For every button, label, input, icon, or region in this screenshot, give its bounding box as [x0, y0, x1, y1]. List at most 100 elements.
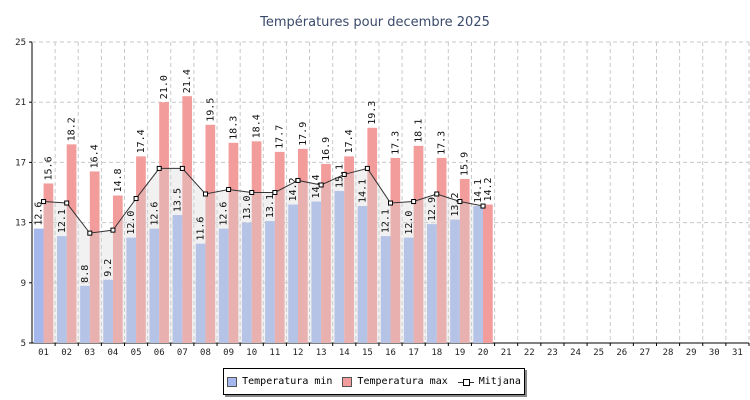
mean-point-20 [480, 203, 486, 209]
x-tick-label-14: 14 [339, 348, 350, 358]
data-label-min-05: 12.0 [126, 211, 137, 235]
x-tick-label-23: 23 [547, 348, 558, 358]
x-tick-label-21: 21 [501, 348, 512, 358]
x-tick-label-06: 06 [154, 348, 165, 358]
data-label-max-07: 21.4 [182, 69, 193, 93]
data-label-min-08: 11.6 [196, 217, 207, 241]
bar-max-04 [112, 195, 123, 343]
bar-min-20 [473, 206, 484, 343]
mean-point-13 [318, 182, 324, 188]
y-tick-label-25: 25 [15, 38, 26, 48]
data-label-max-01: 15.6 [43, 156, 54, 180]
x-tick-label-04: 04 [108, 348, 119, 358]
y-tick-label-5: 5 [21, 339, 26, 349]
x-tick-label-29: 29 [686, 348, 697, 358]
mean-point-15 [364, 165, 370, 171]
bar-max-17 [413, 145, 424, 343]
mean-point-05 [133, 196, 139, 202]
bar-min-13 [311, 201, 322, 343]
mean-point-18 [434, 191, 440, 197]
bar-min-03 [80, 285, 90, 343]
data-label-max-13: 16.9 [321, 137, 332, 161]
data-label-max-19: 15.9 [460, 152, 471, 176]
x-tick-label-10: 10 [246, 348, 257, 358]
bar-max-12 [297, 148, 308, 343]
bar-max-13 [321, 163, 331, 343]
data-label-max-12: 17.9 [298, 122, 309, 146]
data-label-max-08: 19.5 [205, 98, 216, 122]
bar-min-18 [427, 224, 437, 343]
x-tick-label-11: 11 [269, 348, 280, 358]
mean-point-02 [64, 200, 70, 206]
x-tick-label-05: 05 [131, 348, 142, 358]
y-tick-label-21: 21 [15, 98, 26, 108]
legend-item-mean: Mitjana [457, 376, 521, 387]
data-label-min-10: 13.0 [242, 196, 253, 220]
x-tick-label-01: 01 [38, 348, 49, 358]
x-tick-label-09: 09 [223, 348, 234, 358]
x-tick-label-17: 17 [408, 348, 419, 358]
mean-point-07 [179, 165, 185, 171]
x-tick-label-19: 19 [454, 348, 465, 358]
data-label-min-16: 12.1 [381, 209, 392, 233]
legend-label-mean: Mitjana [478, 376, 521, 387]
bar-min-17 [403, 237, 414, 343]
mean-point-12 [295, 177, 301, 183]
x-tick-label-15: 15 [362, 348, 373, 358]
data-label-min-13: 14.4 [311, 174, 322, 198]
mean-point-11 [272, 190, 278, 195]
x-tick-label-16: 16 [385, 348, 396, 358]
data-label-max-11: 17.7 [275, 125, 286, 149]
mean-point-01 [41, 199, 47, 205]
bar-max-16 [390, 157, 401, 343]
data-label-min-11: 13.1 [265, 194, 276, 218]
bar-max-20 [483, 204, 493, 343]
mean-line [43, 167, 484, 234]
bar-max-09 [228, 142, 239, 343]
x-tick-label-07: 07 [177, 348, 188, 358]
data-label-min-04: 9.2 [103, 259, 114, 277]
x-tick-label-12: 12 [293, 348, 304, 358]
bar-max-01 [43, 183, 54, 343]
bar-min-14 [334, 190, 345, 343]
y-tick-label-13: 13 [15, 219, 26, 229]
mean-point-19 [457, 199, 463, 205]
x-tick-label-26: 26 [616, 348, 627, 358]
bar-min-01 [33, 228, 44, 343]
legend-swatch-mean [457, 377, 474, 387]
legend-swatch-min [227, 376, 238, 387]
bar-max-02 [66, 144, 77, 343]
y-tick-label-9: 9 [21, 279, 26, 289]
data-label-max-04: 14.8 [113, 168, 124, 192]
bar-max-11 [274, 151, 285, 343]
data-label-max-06: 21.0 [159, 75, 170, 99]
data-label-min-06: 12.6 [149, 202, 160, 226]
mean-area [43, 168, 484, 343]
bar-max-19 [459, 178, 470, 343]
chart-legend: Temperatura min Temperatura max Mitjana [223, 368, 525, 395]
x-tick-label-18: 18 [431, 348, 442, 358]
data-label-max-20: 14.2 [483, 177, 494, 201]
data-label-min-01: 12.6 [34, 202, 45, 226]
data-label-max-18: 17.3 [437, 131, 448, 155]
mean-point-04 [110, 227, 116, 233]
legend-item-min: Temperatura min [227, 376, 332, 387]
bar-min-08 [195, 243, 206, 343]
bar-min-10 [242, 222, 252, 343]
bar-max-07 [182, 96, 193, 344]
bar-max-03 [89, 171, 100, 343]
data-label-max-17: 18.1 [413, 119, 424, 143]
data-label-min-18: 12.9 [427, 197, 438, 221]
x-tick-label-25: 25 [593, 348, 604, 358]
data-label-min-09: 12.6 [219, 202, 230, 226]
mean-point-09 [226, 186, 232, 192]
legend-label-max: Temperatura max [357, 376, 448, 387]
x-tick-label-08: 08 [200, 348, 211, 358]
x-tick-label-03: 03 [84, 348, 95, 358]
y-tick-label-17: 17 [15, 158, 26, 168]
data-label-max-09: 18.3 [228, 116, 239, 140]
data-label-max-02: 18.2 [67, 117, 78, 141]
bar-max-06 [159, 102, 169, 343]
data-label-max-14: 17.4 [344, 129, 355, 153]
